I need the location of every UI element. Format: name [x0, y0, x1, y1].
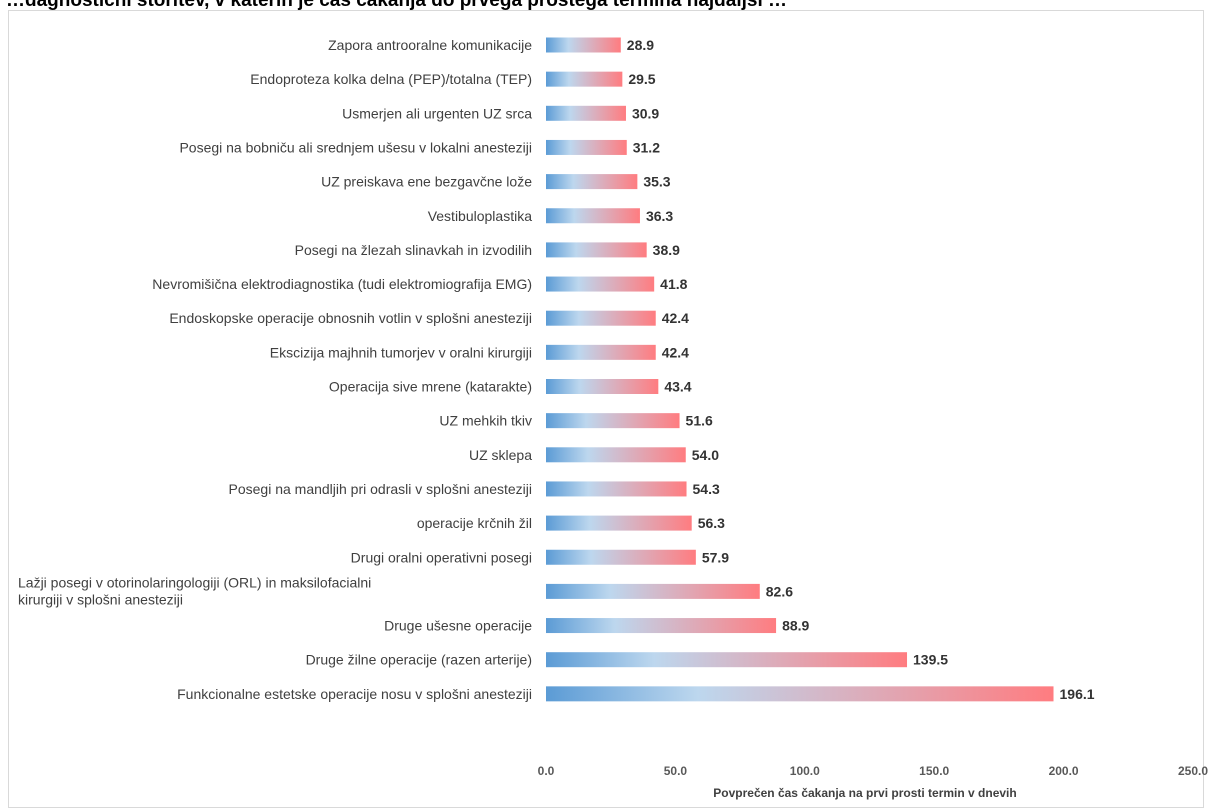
data-label: 36.3: [646, 208, 673, 224]
category-label: Druge žilne operacije (razen arterije): [306, 652, 532, 668]
category-label: Endoskopske operacije obnosnih votlin v …: [169, 310, 532, 326]
category-label: Posegi na žlezah slinavkah in izvodilih: [295, 242, 532, 258]
bar: [546, 618, 777, 634]
bar: [546, 481, 687, 497]
category-label: Endoproteza kolka delna (PEP)/totalna (T…: [250, 71, 532, 87]
data-label: 41.8: [660, 276, 687, 292]
x-tick-label: 0.0: [538, 764, 555, 778]
data-label: 28.9: [627, 37, 654, 53]
category-label: operacije krčnih žil: [417, 515, 532, 531]
data-label: 54.3: [693, 481, 720, 497]
x-tick-label: 50.0: [664, 764, 688, 778]
category-label: Zapora antrooralne komunikacije: [328, 37, 532, 53]
category-label: Lažji posegi v otorinolaringologiji (ORL…: [18, 574, 371, 607]
category-label: Drugi oralni operativni posegi: [351, 549, 532, 565]
bar: [546, 71, 623, 87]
bar: [546, 37, 621, 53]
data-label: 57.9: [702, 549, 729, 565]
bars-group: 28.9 Zapora antrooralne komunikacije 29.5 E…: [18, 37, 1095, 702]
bar: [546, 413, 680, 429]
bar: [546, 344, 656, 360]
data-label: 38.9: [653, 242, 680, 258]
chart-title: …dagnostični storitev, v katerih je čas …: [6, 0, 788, 11]
bar: [546, 105, 626, 121]
category-label: UZ preiskava ene bezgavčne lože: [321, 174, 532, 190]
data-label: 56.3: [698, 515, 725, 531]
data-label: 42.4: [662, 310, 689, 326]
category-label: Funkcionalne estetske operacije nosu v s…: [177, 686, 532, 702]
bar: [546, 549, 696, 565]
data-label: 54.0: [692, 447, 719, 463]
bar: [546, 208, 640, 224]
data-label: 29.5: [628, 71, 655, 87]
x-tick-label: 150.0: [919, 764, 949, 778]
category-label: Operacija sive mrene (katarakte): [329, 379, 532, 395]
bar: [546, 379, 659, 394]
chart-frame: [8, 10, 1204, 808]
data-label: 42.4: [662, 344, 689, 360]
category-label: Posegi na mandljih pri odrasli v splošni…: [229, 481, 533, 497]
bar: [546, 242, 647, 258]
bar: [546, 174, 638, 190]
category-label: Ekscizija majhnih tumorjev v oralni kiru…: [270, 344, 532, 360]
x-tick-label: 200.0: [1049, 764, 1079, 778]
data-label: 31.2: [633, 139, 660, 155]
data-label: 51.6: [686, 413, 713, 429]
data-label: 139.5: [913, 652, 948, 668]
data-label: 43.4: [664, 379, 691, 395]
bar: [546, 686, 1054, 702]
x-tick-label: 250.0: [1178, 764, 1208, 778]
category-label: UZ mehkih tkiv: [439, 413, 532, 429]
bar: [546, 515, 692, 531]
category-label: UZ sklepa: [469, 447, 532, 463]
data-label: 35.3: [643, 174, 670, 190]
x-axis-ticks: 0.0 50.0 100.0 150.0 200.0 250.0: [538, 764, 1209, 778]
data-label: 196.1: [1060, 686, 1095, 702]
category-label: Nevromišična elektrodiagnostika (tudi el…: [152, 276, 532, 292]
x-axis-title: Povprečen čas čakanja na prvi prosti ter…: [713, 786, 1016, 800]
bar: [546, 583, 760, 599]
bar: [546, 310, 656, 326]
data-label: 88.9: [782, 618, 809, 634]
category-label: Usmerjen ali urgenten UZ srca: [342, 105, 532, 121]
data-label: 30.9: [632, 105, 659, 121]
data-label: 82.6: [766, 583, 793, 599]
bar: [546, 276, 655, 292]
x-tick-label: 100.0: [790, 764, 820, 778]
bar: [546, 139, 627, 155]
bar: [546, 652, 908, 668]
category-label: Druge ušesne operacije: [384, 618, 532, 634]
category-label: Vestibuloplastika: [428, 208, 533, 224]
bar: [546, 447, 686, 463]
category-label: Posegi na bobniču ali srednjem ušesu v l…: [179, 139, 532, 155]
